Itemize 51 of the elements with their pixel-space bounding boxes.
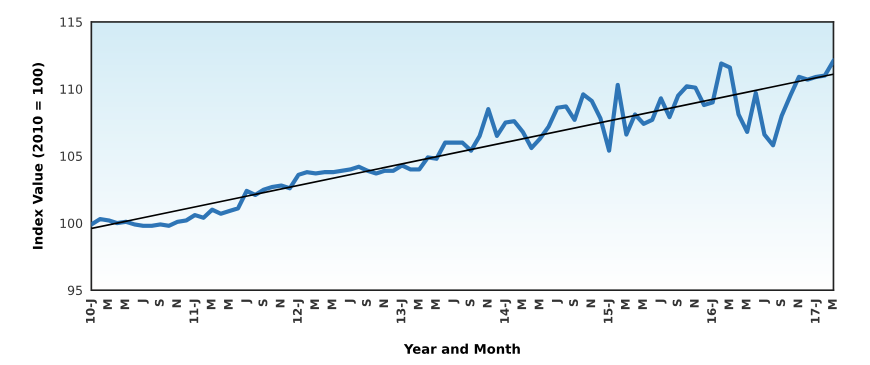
x-tick-label: M [828,300,837,310]
x-tick-label: 13-J [396,300,408,323]
x-tick-label: 15-J [604,300,615,323]
y-tick-label: 115 [60,18,82,27]
x-tick-label: J [656,300,666,304]
x-tick-label: N [690,300,699,308]
x-tick-label: 10-J [86,300,97,323]
x-tick-label: M [120,300,130,310]
y-tick-label: 95 [68,286,82,296]
x-tick-label: 12-J [292,300,304,323]
x-tick-label: N [172,300,181,308]
x-tick-label: N [379,300,388,308]
x-tick-label: M [621,300,630,310]
x-tick-label: J [344,300,356,304]
x-tick-label: 11-J [190,300,201,323]
x-tick-label: M [206,300,216,310]
x-tick-label: S [258,299,268,306]
x-tick-label: M [638,300,647,310]
x-tick-label: N [276,300,284,308]
x-tick-label: J [448,300,460,304]
x-tick-label: N [794,300,802,308]
y-tick-label: 110 [60,84,82,94]
x-tick-label: M [414,300,423,310]
x-tick-label: N [586,300,596,308]
x-tick-label: 17-J [810,300,822,323]
x-tick-label: S [569,299,578,306]
x-tick-label: J [241,300,252,304]
x-tick-label: S [466,299,474,306]
x-tick-label: M [103,300,112,310]
x-tick-label: M [431,300,440,310]
x-tick-label: S [672,299,682,306]
x-tick-label: 14-J [500,300,512,323]
y-tick-label: 100 [60,218,82,228]
x-tick-label: J [138,300,149,304]
x-tick-label: N [482,300,492,308]
x-tick-label: M [724,300,734,310]
x-tick-label: M [310,300,319,310]
x-tick-label: J [552,300,563,304]
x-tick-label: S [362,299,371,306]
x-tick-label: M [224,300,233,310]
x-tick-label: M [534,300,544,310]
y-axis-title: Index Value (2010 = 100) [32,63,44,249]
x-tick-label: S [776,299,786,306]
x-tick-label: 16-J [707,300,718,323]
y-tick-label: 105 [60,152,82,161]
x-tick-label: S [154,299,164,306]
x-tick-label: J [759,300,770,304]
x-tick-label: M [517,300,526,310]
x-axis-title: Year and Month [404,344,520,354]
x-tick-label: M [742,300,750,310]
x-tick-label: M [328,300,336,310]
